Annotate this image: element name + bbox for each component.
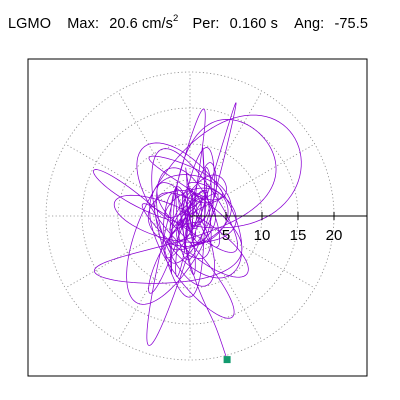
- grid-spoke: [117, 91, 191, 217]
- radial-tick-labels: 5 10 15 20: [222, 227, 343, 244]
- grid-spoke: [65, 143, 191, 217]
- radial-tick-label: 15: [290, 227, 307, 244]
- trace-path: [93, 102, 302, 360]
- radial-axis: [190, 212, 367, 220]
- grid-spoke: [189, 91, 263, 217]
- grid-spoke: [117, 215, 191, 341]
- plot-frame: [27, 58, 368, 377]
- radial-tick-label: 10: [254, 227, 271, 244]
- station-code: LGMO: [8, 15, 52, 32]
- max-unit-exponent: 2: [172, 13, 179, 24]
- radial-tick-label: 5: [222, 227, 230, 244]
- max-value: 20.6 cm/s2: [109, 13, 179, 32]
- grid-spoke: [189, 143, 315, 217]
- plot-header: LGMO Max: 20.6 cm/s2 Per: 0.160 s Ang: -…: [8, 13, 368, 32]
- grid-spoke: [189, 215, 263, 341]
- max-label: Max:: [67, 15, 100, 32]
- grid-spoke: [65, 215, 191, 289]
- period-label: Per:: [192, 15, 220, 32]
- particle-motion-trace: [93, 102, 302, 360]
- end-point-marker: [223, 356, 231, 364]
- angle-value: -75.5: [334, 15, 368, 32]
- period-value: 0.160 s: [229, 15, 278, 32]
- grid-spoke: [189, 215, 315, 289]
- max-value-number: 20.6 cm/s: [109, 15, 173, 32]
- angle-label: Ang:: [294, 15, 325, 32]
- radial-tick-label: 20: [326, 227, 343, 244]
